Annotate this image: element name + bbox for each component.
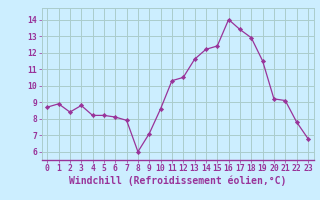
- X-axis label: Windchill (Refroidissement éolien,°C): Windchill (Refroidissement éolien,°C): [69, 176, 286, 186]
